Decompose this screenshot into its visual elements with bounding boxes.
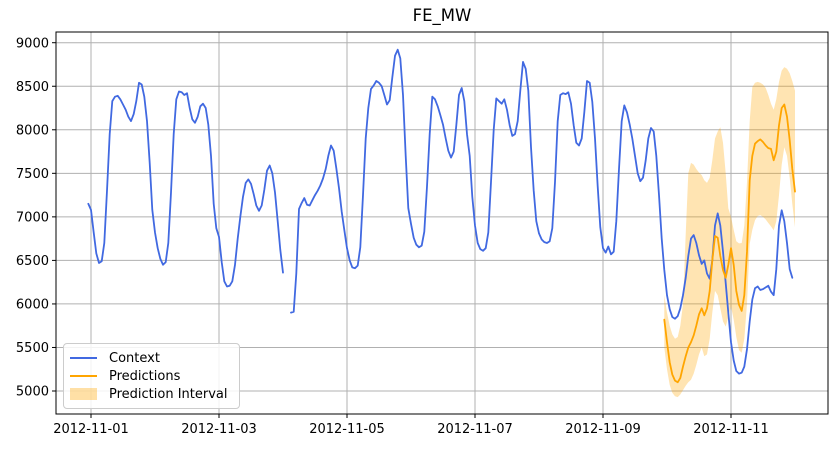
legend-label-prediction-interval: Prediction Interval [109,386,228,402]
predictions-line-swatch [70,375,97,377]
y-tick-label: 6000 [16,297,49,312]
x-tick-label: 2012-11-09 [565,422,641,437]
prediction-interval-swatch [70,388,97,400]
y-tick-label: 5000 [16,385,49,400]
legend-item-predictions: Predictions [70,367,231,385]
legend-label-context: Context [109,350,160,366]
y-tick-label: 7000 [16,210,49,225]
predictions-line [663,103,796,384]
legend: Context Predictions Prediction Interval [63,343,240,409]
y-tick-label: 7500 [16,167,49,182]
x-tick-label: 2012-11-07 [437,422,513,437]
legend-label-predictions: Predictions [109,368,181,384]
plot-border [55,31,829,415]
y-tick-label: 8500 [16,80,49,95]
chart-title: FE_MW [412,6,472,25]
x-tick-label: 2012-11-05 [309,422,385,437]
y-tick-label: 5500 [16,341,49,356]
context-line [87,48,794,375]
legend-item-prediction-interval: Prediction Interval [70,385,231,403]
y-tick-label: 8000 [16,123,49,138]
prediction-interval-band [664,67,795,398]
context-line-swatch [70,357,97,359]
x-tick-label: 2012-11-03 [181,422,257,437]
x-tick-label: 2012-11-11 [693,422,769,437]
x-tick-label: 2012-11-01 [53,422,129,437]
legend-item-context: Context [70,349,231,367]
y-tick-label: 6500 [16,254,49,269]
y-tick-label: 9000 [16,36,49,51]
